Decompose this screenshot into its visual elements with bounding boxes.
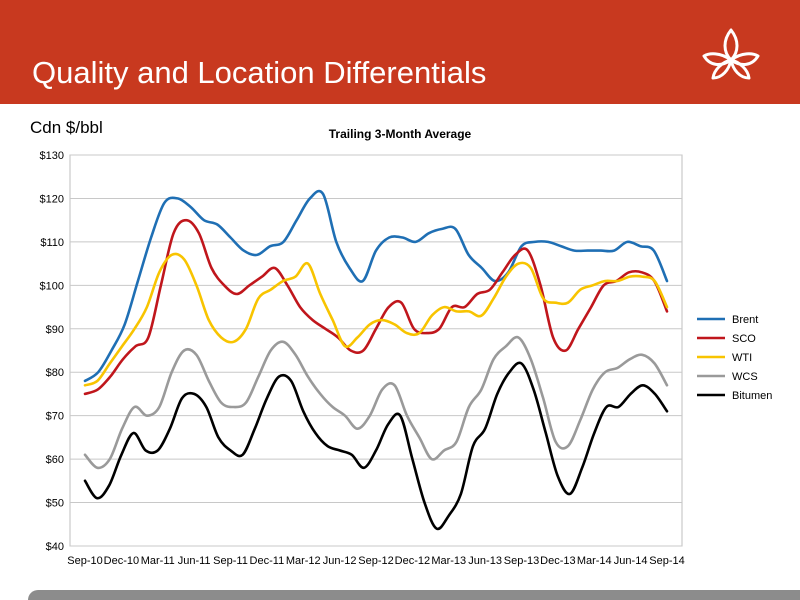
legend-label: WTI [732, 352, 752, 364]
x-tick-label: Jun-12 [323, 555, 357, 567]
title-banner: Quality and Location Differentials [0, 0, 800, 104]
x-tick-label: Sep-10 [67, 555, 102, 567]
y-tick-label: $80 [46, 367, 64, 379]
x-tick-label: Dec-13 [540, 555, 575, 567]
y-tick-label: $70 [46, 411, 64, 423]
y-tick-label: $40 [46, 541, 64, 553]
page-title: Quality and Location Differentials [32, 55, 487, 90]
x-tick-label: Sep-12 [358, 555, 393, 567]
x-tick-label: Mar-12 [286, 555, 321, 567]
x-tick-label: Dec-11 [250, 555, 285, 567]
y-tick-label: $130 [40, 150, 64, 162]
legend-label: Bitumen [732, 390, 772, 402]
x-tick-label: Jun-13 [468, 555, 502, 567]
series-line-sco [83, 218, 669, 396]
x-tick-label: Sep-13 [504, 555, 539, 567]
series-line-wti [83, 252, 669, 387]
y-tick-label: $110 [40, 237, 64, 249]
x-tick-label: Mar-13 [431, 555, 466, 567]
legend-label: WCS [732, 371, 758, 383]
x-tick-label: Jun-14 [614, 555, 648, 567]
y-tick-label: $50 [46, 498, 64, 510]
x-tick-label: Mar-11 [141, 555, 175, 567]
plot-area [69, 154, 683, 547]
y-tick-label: $60 [46, 454, 64, 466]
y-axis-unit-label: Cdn $/bbl [30, 118, 103, 137]
chart-title-text: Trailing 3-Month Average [328, 127, 472, 141]
x-tick-label: Sep-14 [649, 555, 684, 567]
y-tick-label: $120 [40, 193, 64, 205]
x-tick-label: Dec-12 [395, 555, 430, 567]
x-tick-label: Dec-10 [104, 555, 139, 567]
y-tick-label: $100 [40, 280, 64, 292]
series-line-brent [83, 189, 669, 383]
x-tick-label: Jun-11 [178, 555, 211, 567]
footer-bar [28, 590, 800, 600]
series-line-wcs [83, 335, 669, 470]
chart-title: Trailing 3-Month Average [0, 127, 800, 141]
x-tick-label: Mar-14 [577, 555, 612, 567]
x-tick-label: Sep-11 [213, 555, 248, 567]
legend-label: Brent [732, 314, 758, 326]
legend-label: SCO [732, 333, 756, 345]
series-line-bitumen [83, 361, 669, 531]
y-tick-label: $90 [46, 324, 64, 336]
flower-logo-icon [702, 28, 760, 80]
